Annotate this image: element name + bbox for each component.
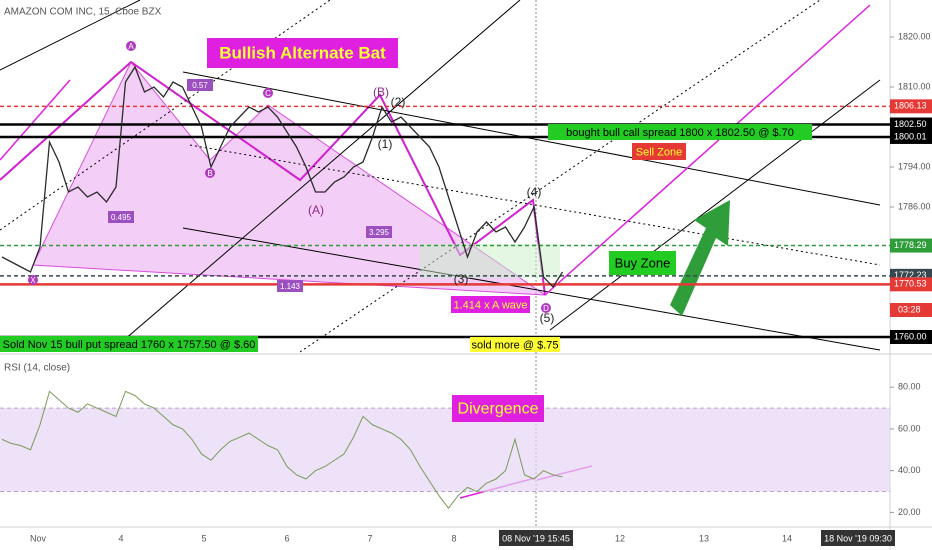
annotation: 1.143 [280, 282, 301, 291]
series-line [1, 390, 563, 510]
x-tick-label: Nov [30, 533, 47, 543]
annotation: 1.414 x A wave [454, 299, 528, 311]
pattern-point [205, 168, 215, 178]
annotation: Bullish Alternate Bat [219, 43, 386, 62]
y-tick-label: 60.00 [898, 423, 921, 433]
wave-label: (1) [378, 137, 393, 151]
level-tag [890, 99, 932, 114]
y-tick-label: 1810.00 [898, 81, 931, 91]
x-tick-label: 12 [615, 533, 625, 543]
y-tick-label: 1794.00 [898, 161, 931, 171]
pattern-point [263, 88, 273, 98]
label-box [366, 226, 392, 238]
x-tick-label: 7 [367, 533, 372, 543]
level-label: 1778.29 [894, 240, 927, 250]
annotation: 0.495 [111, 213, 132, 222]
level-tag [890, 238, 932, 253]
y-tick-label: 80.00 [898, 382, 921, 392]
wave-label: X [30, 276, 36, 285]
annotation: Sold Nov 15 bull put spread 1760 x 1757.… [3, 339, 256, 351]
rsi-title: RSI (14, close) [4, 363, 70, 374]
label-box [548, 124, 812, 140]
label-box [108, 211, 134, 223]
x-tick-label: 13 [699, 533, 709, 543]
y-tick-label: 40.00 [898, 465, 921, 475]
pattern-point [126, 41, 136, 51]
level-label: 1760.00 [894, 331, 927, 341]
label-box [277, 280, 303, 292]
wave-label: (5) [540, 311, 555, 325]
wave-label: (3) [454, 272, 469, 286]
label-box [452, 395, 544, 422]
pattern-drawings [0, 0, 881, 499]
x-tick-label: 14 [782, 533, 792, 543]
level-label: 1772.23 [894, 270, 927, 280]
wave-label: (B) [373, 85, 389, 99]
label-box [187, 79, 213, 91]
label-box [451, 296, 530, 313]
annotation: bought bull call spread 1800 x 1802.50 @… [566, 127, 794, 139]
wave-label: A [128, 42, 134, 51]
level-tag [890, 330, 932, 344]
level-tag [890, 117, 932, 132]
annotation: 0.57 [192, 81, 208, 90]
pattern-point [28, 275, 38, 285]
wave-label: (A) [308, 203, 324, 217]
wave-label: (2) [391, 95, 406, 109]
level-tag [890, 129, 932, 144]
wave-label: B [207, 169, 212, 178]
wave-label: (4) [527, 185, 542, 199]
annotation: 3.295 [369, 228, 390, 237]
y-tick-label: 20.00 [898, 507, 921, 517]
label-box [207, 38, 398, 68]
wave-label: C [265, 89, 271, 98]
level-label: 1806.13 [894, 101, 927, 111]
annotation: sold more @ $.75 [472, 339, 559, 351]
label-box [632, 143, 686, 160]
time-tag [499, 530, 573, 546]
x-tick-label: 8 [451, 533, 456, 543]
level-tag [890, 277, 932, 292]
annotation: Sell Zone [636, 146, 682, 158]
level-label: 1802.50 [894, 119, 927, 129]
label-box [0, 336, 258, 352]
label-box [609, 251, 676, 275]
y-tick-label: 1820.00 [898, 31, 931, 41]
x-tick-label: 5 [201, 533, 206, 543]
chart-title: AMAZON COM INC, 15, Cboe BZX [4, 7, 162, 18]
wave-label: D [543, 304, 549, 313]
rsi-band [0, 408, 890, 492]
x-tick-label: 6 [284, 533, 289, 543]
label-box [470, 337, 560, 352]
x-tick-label: 18 Nov '19 09:30 [824, 533, 892, 543]
time-tag [821, 530, 895, 546]
level-label: 1770.53 [894, 279, 927, 289]
x-tick-label: 4 [118, 533, 123, 543]
annotation: Buy Zone [615, 255, 671, 270]
pattern-point [541, 303, 551, 313]
annotation: Divergence [458, 401, 539, 418]
series-line [1, 65, 564, 289]
countdown-tag [890, 303, 932, 317]
countdown: 03:28 [898, 304, 921, 314]
level-label: 1800.01 [894, 131, 927, 141]
y-tick-label: 1786.00 [898, 201, 931, 211]
x-tick-label: 08 Nov '19 15:45 [502, 533, 570, 543]
